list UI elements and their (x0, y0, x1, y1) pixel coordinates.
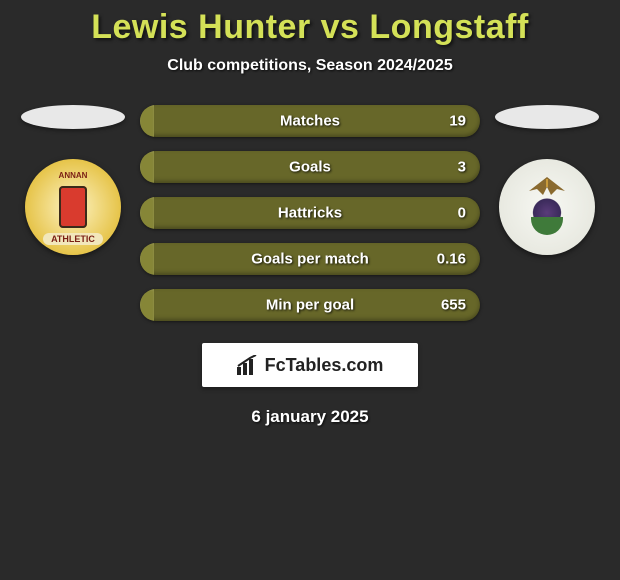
stat-label: Matches (140, 113, 480, 130)
annan-athletic-badge: ANNAN ATHLETIC (25, 159, 121, 255)
player-right-placeholder (495, 105, 599, 129)
badge-left-top-text: ANNAN (59, 171, 88, 180)
stat-label: Goals (140, 159, 480, 176)
right-side (492, 105, 602, 255)
player-left-placeholder (21, 105, 125, 129)
inverness-ct-badge (499, 159, 595, 255)
chart-icon (237, 355, 259, 375)
stat-right-value: 0.16 (437, 251, 466, 268)
stat-bar: Goals per match0.16 (140, 243, 480, 275)
date-text: 6 january 2025 (0, 407, 620, 427)
stat-right-value: 3 (458, 159, 466, 176)
comparison-row: ANNAN ATHLETIC Matches19Goals3Hattricks0… (0, 105, 620, 321)
stat-bar: Goals3 (140, 151, 480, 183)
badge-left-bottom-text: ATHLETIC (43, 233, 103, 245)
left-side: ANNAN ATHLETIC (18, 105, 128, 255)
brand-text: FcTables.com (265, 355, 384, 376)
stat-bar: Matches19 (140, 105, 480, 137)
stat-bar: Hattricks0 (140, 197, 480, 229)
stat-bar: Min per goal655 (140, 289, 480, 321)
stat-bars: Matches19 Goals3 Hattricks0 Goals per match… (140, 105, 480, 321)
stat-right-value: 19 (449, 113, 466, 130)
brand-box[interactable]: FcTables.com (202, 343, 418, 387)
stat-label: Min per goal (140, 297, 480, 314)
page-title: Lewis Hunter vs Longstaff (0, 8, 620, 47)
stat-label: Goals per match (140, 251, 480, 268)
stat-right-value: 0 (458, 205, 466, 222)
thistle-icon (525, 195, 569, 239)
subtitle: Club competitions, Season 2024/2025 (0, 57, 620, 75)
stat-right-value: 655 (441, 297, 466, 314)
stat-label: Hattricks (140, 205, 480, 222)
